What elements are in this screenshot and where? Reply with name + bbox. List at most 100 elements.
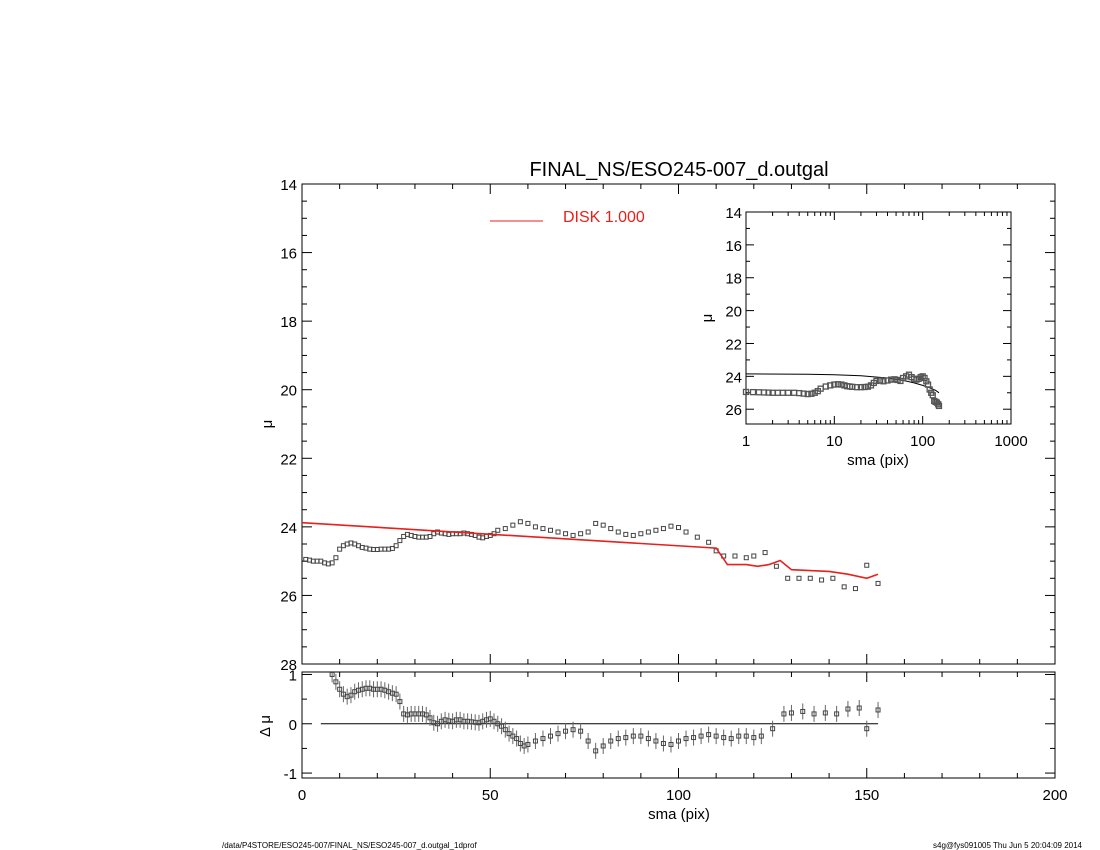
inset-y-axis-label: μ <box>699 314 716 323</box>
y-tick-label: 16 <box>280 246 297 263</box>
data-point <box>510 522 516 528</box>
data-point <box>830 575 836 581</box>
residual-point <box>822 710 828 716</box>
x-axis-label: sma (pix) <box>648 806 710 823</box>
inset-data-point <box>827 382 834 389</box>
inset-data-point <box>800 390 807 397</box>
data-point <box>593 520 599 526</box>
residual-point <box>683 736 689 742</box>
x-tick-label: 100 <box>666 787 691 804</box>
data-point <box>532 524 538 530</box>
y-axis-label: μ <box>259 420 276 429</box>
residual-point <box>348 692 354 698</box>
y-tick-label: 14 <box>280 177 297 194</box>
data-point <box>547 527 553 533</box>
data-point <box>773 563 779 569</box>
inset-data-point <box>853 384 861 391</box>
inset-data-point <box>765 389 772 396</box>
data-point <box>653 527 659 533</box>
residual-point <box>600 743 606 749</box>
inset-data-point <box>834 381 842 388</box>
y-tick-label: 20 <box>280 383 297 400</box>
inset-data-point <box>923 378 930 385</box>
footer-timestamp-text: s4g@fys091005 Thu Jun 5 20:04:09 2014 <box>933 841 1083 850</box>
residual-point <box>638 733 644 739</box>
residual-point <box>570 727 576 733</box>
data-point <box>495 527 501 533</box>
residual-point <box>532 738 538 744</box>
y-tick-label: 26 <box>280 588 297 605</box>
res-y-tick-label: 0 <box>289 717 297 734</box>
data-point <box>337 546 343 552</box>
data-point <box>785 575 791 581</box>
residual-point <box>691 735 697 741</box>
inset-data-point <box>876 377 884 384</box>
inset-data-point <box>888 376 895 383</box>
data-point <box>630 532 636 538</box>
data-point <box>570 532 576 538</box>
inset-data-point <box>857 384 865 391</box>
residual-point <box>781 711 787 717</box>
res-y-axis-label: Δ μ <box>257 715 274 737</box>
residual-point <box>721 735 727 741</box>
residual-point <box>676 738 681 744</box>
chart-title: FINAL_NS/ESO245-007_d.outgal <box>529 159 828 181</box>
data-point <box>819 577 825 583</box>
data-point <box>563 531 569 537</box>
y-tick-label: 28 <box>280 657 297 674</box>
residual-point <box>834 711 840 717</box>
data-point <box>578 531 584 537</box>
inset-x-tick-label: 1000 <box>994 433 1027 450</box>
residual-point <box>615 736 621 742</box>
residual-point <box>608 738 614 744</box>
residual-point <box>758 733 764 739</box>
residual-point <box>864 726 870 732</box>
residual-point <box>800 708 806 714</box>
inset-data-point <box>935 402 943 410</box>
residual-point <box>770 726 776 732</box>
data-point <box>615 529 621 535</box>
data-point <box>683 529 689 535</box>
disk-model-line <box>301 521 879 580</box>
residual-point <box>563 728 569 734</box>
inset-data-point <box>861 383 868 391</box>
res-y-tick-label: -1 <box>284 766 297 783</box>
residual-points-group <box>329 672 881 759</box>
x-tick-label: 0 <box>298 787 306 804</box>
data-point <box>638 531 644 537</box>
residual-point <box>502 727 508 733</box>
log-inset-panel: 14 16 18 20 22 24 261 10 100 1000 sma (pix) μ <box>699 205 1028 469</box>
inset-data-point <box>873 377 880 385</box>
inset-y-tick-label: 14 <box>725 205 742 222</box>
residual-point <box>743 733 749 739</box>
data-point <box>751 553 757 559</box>
inset-x-tick-label: 100 <box>910 433 935 450</box>
residual-point <box>337 686 343 692</box>
data-point <box>517 519 523 525</box>
residual-point <box>751 735 757 741</box>
residual-point <box>668 741 674 747</box>
residual-plot-frame <box>301 671 1056 779</box>
inset-x-axis-label: sma (pix) <box>847 452 909 469</box>
data-point <box>540 526 546 532</box>
data-point <box>706 539 712 545</box>
residual-point <box>525 741 531 747</box>
y-tick-label: 24 <box>280 520 297 537</box>
footer-path-text: /data/P4STORE/ESO245-007/FINAL_NS/ESO245… <box>222 841 477 850</box>
data-point <box>585 529 591 535</box>
inset-data-point <box>929 392 936 399</box>
data-point <box>660 526 666 532</box>
data-point <box>623 531 629 537</box>
data-point <box>864 562 870 568</box>
inset-data-point <box>880 378 887 385</box>
data-point <box>668 523 674 529</box>
data-point <box>393 543 399 549</box>
inset-data-point <box>926 386 933 393</box>
residual-point <box>593 748 599 754</box>
residual-point <box>706 732 712 738</box>
y-tick-label: 18 <box>280 314 297 331</box>
inset-data-point <box>884 377 891 384</box>
residual-point <box>423 712 429 718</box>
